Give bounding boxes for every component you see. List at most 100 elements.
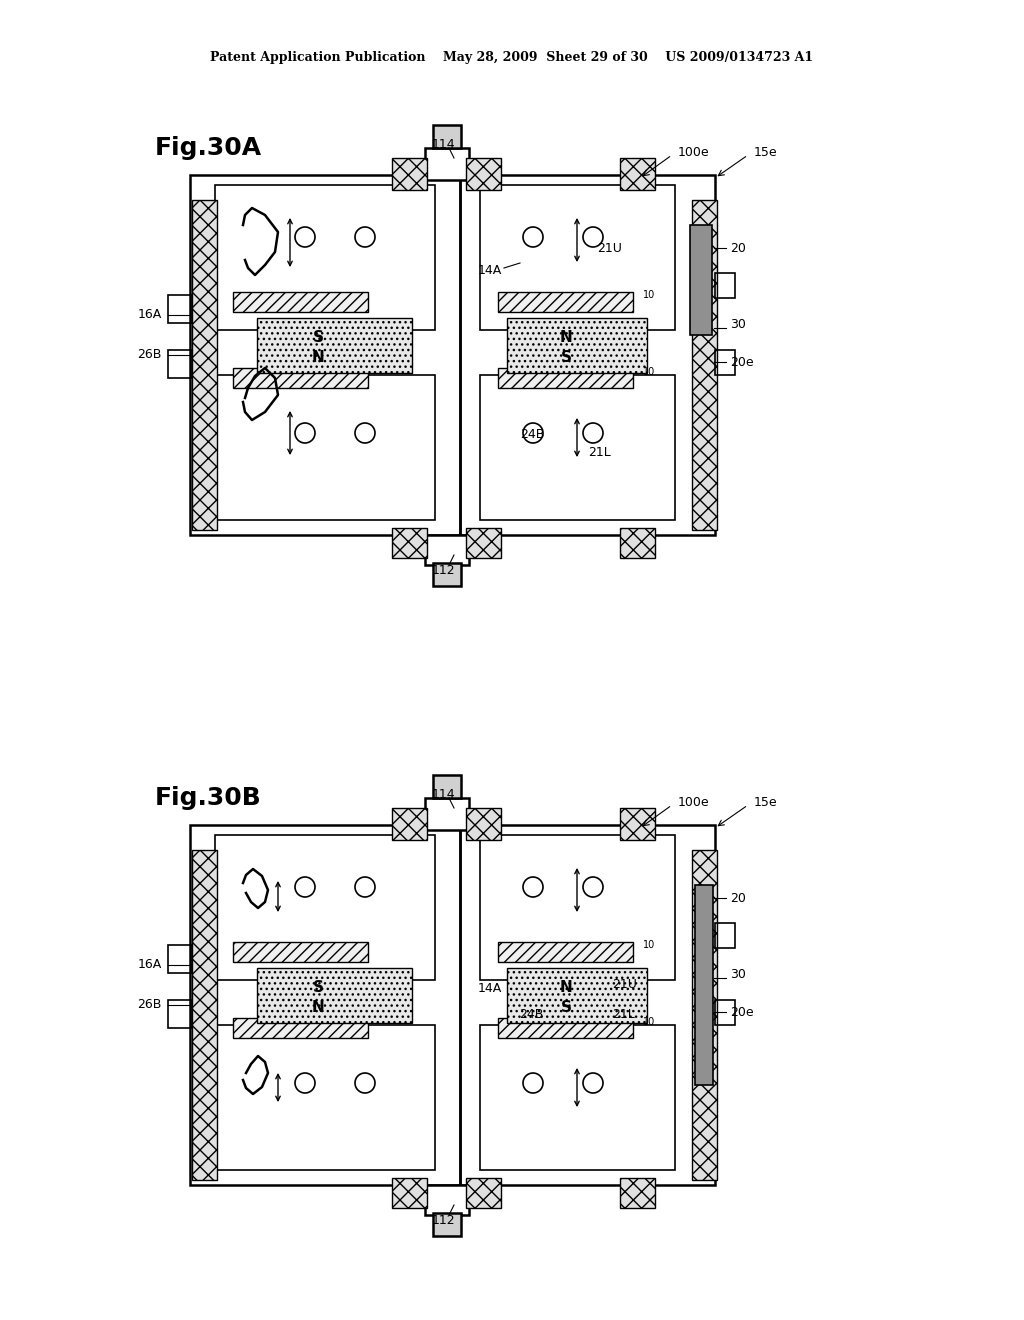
Circle shape <box>583 422 603 444</box>
Bar <box>425 1185 469 1214</box>
Bar <box>425 535 469 565</box>
Bar <box>695 884 713 1085</box>
Bar <box>233 942 368 962</box>
Bar <box>498 1018 633 1038</box>
Text: 20: 20 <box>730 891 745 904</box>
Circle shape <box>295 876 315 898</box>
Circle shape <box>355 227 375 247</box>
Bar <box>692 850 717 1180</box>
Bar <box>498 942 633 962</box>
Bar <box>620 528 655 558</box>
Bar <box>193 201 217 531</box>
Bar <box>498 292 633 312</box>
Bar <box>715 923 735 948</box>
Bar <box>480 836 675 979</box>
Bar <box>168 350 193 378</box>
Bar <box>215 1026 435 1170</box>
Text: 14A: 14A <box>478 982 502 994</box>
Bar <box>507 318 647 374</box>
Text: 100e: 100e <box>678 145 710 158</box>
Text: 100e: 100e <box>678 796 710 808</box>
Text: 21L: 21L <box>588 446 610 459</box>
Bar <box>168 294 193 323</box>
Text: 10: 10 <box>643 290 655 300</box>
Circle shape <box>355 876 375 898</box>
Text: 10: 10 <box>643 940 655 950</box>
Text: 114: 114 <box>431 788 455 800</box>
Text: Fig.30B: Fig.30B <box>155 785 262 810</box>
Text: 24B: 24B <box>520 429 545 441</box>
Text: Fig.30A: Fig.30A <box>155 136 262 160</box>
Bar <box>690 224 712 335</box>
Text: 15e: 15e <box>754 145 777 158</box>
Text: 112: 112 <box>431 564 455 577</box>
Text: 15e: 15e <box>754 796 777 808</box>
Bar <box>233 292 368 312</box>
Bar <box>215 836 435 979</box>
Text: 26B: 26B <box>137 998 162 1011</box>
Text: N: N <box>560 981 572 995</box>
Circle shape <box>583 1073 603 1093</box>
Circle shape <box>523 876 543 898</box>
Circle shape <box>355 1073 375 1093</box>
Circle shape <box>295 422 315 444</box>
Text: 112: 112 <box>431 1213 455 1226</box>
Circle shape <box>583 876 603 898</box>
Bar <box>257 968 412 1023</box>
Bar <box>620 1177 655 1208</box>
Bar <box>715 273 735 298</box>
Bar <box>233 368 368 388</box>
Text: 16A: 16A <box>138 958 162 972</box>
Text: N: N <box>560 330 572 346</box>
Circle shape <box>523 227 543 247</box>
Bar <box>460 176 715 535</box>
Bar <box>507 968 647 1023</box>
Text: 20e: 20e <box>730 1006 754 1019</box>
Text: 26B: 26B <box>137 348 162 362</box>
Bar <box>257 318 412 374</box>
Bar <box>480 185 675 330</box>
Text: 24B: 24B <box>519 1008 544 1022</box>
Bar <box>433 564 461 586</box>
Bar <box>466 808 501 840</box>
Bar <box>190 825 460 1185</box>
Bar <box>168 1001 193 1028</box>
Bar <box>433 775 461 799</box>
Bar <box>193 850 217 1180</box>
Text: 21L: 21L <box>612 1008 635 1022</box>
Bar <box>498 368 633 388</box>
Bar <box>715 350 735 375</box>
Bar <box>392 1177 427 1208</box>
Text: S: S <box>560 1001 571 1015</box>
Bar <box>433 125 461 148</box>
Text: 114: 114 <box>431 137 455 150</box>
Bar <box>620 808 655 840</box>
Text: 16A: 16A <box>138 309 162 322</box>
Bar <box>715 1001 735 1026</box>
Bar <box>425 148 469 180</box>
Bar <box>480 1026 675 1170</box>
Text: N: N <box>311 351 325 366</box>
Circle shape <box>295 227 315 247</box>
Text: 14A: 14A <box>478 264 502 276</box>
Circle shape <box>523 422 543 444</box>
Text: 21U: 21U <box>612 978 637 991</box>
Text: S: S <box>312 330 324 346</box>
Bar <box>392 158 427 190</box>
Text: 10: 10 <box>643 367 655 378</box>
Text: Patent Application Publication    May 28, 2009  Sheet 29 of 30    US 2009/013472: Patent Application Publication May 28, 2… <box>211 51 813 65</box>
Bar <box>233 1018 368 1038</box>
Text: 30: 30 <box>730 318 745 331</box>
Text: S: S <box>312 981 324 995</box>
Text: 20e: 20e <box>730 355 754 368</box>
Bar <box>168 945 193 973</box>
Bar <box>466 1177 501 1208</box>
Bar <box>215 375 435 520</box>
Text: N: N <box>311 1001 325 1015</box>
Bar <box>190 176 460 535</box>
Text: 20: 20 <box>730 242 745 255</box>
Bar <box>215 185 435 330</box>
Circle shape <box>583 227 603 247</box>
Bar <box>392 528 427 558</box>
Bar <box>466 158 501 190</box>
